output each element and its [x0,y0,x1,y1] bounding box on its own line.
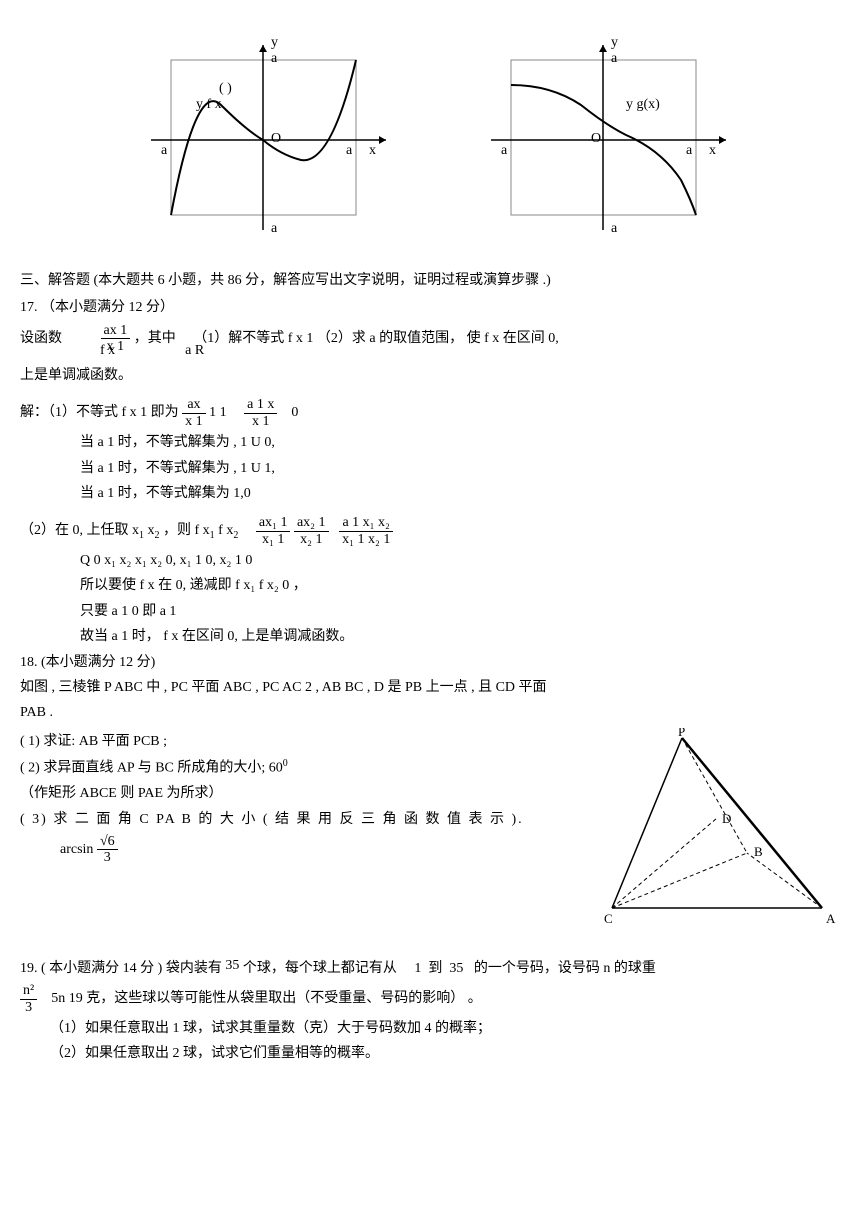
q18-diagram: P D B C A [582,728,842,928]
bottom-a-label: a [271,218,277,240]
q18-p2-text: ( 2) 求异面直线 AP 与 BC 所成角的大小; 60 [20,761,283,776]
q17-p2-sub2: 2 [155,530,160,541]
q17-sol-frac1: ax x 1 [182,397,206,429]
q19-title-post: 的一个号码，设号码 n 的球重 [474,961,656,976]
q17-p2-frac3: a 1 x₁ x₂ x₁ 1 x₂ 1 [339,515,393,547]
q17-p2-frac2: ax₂ 1 x₂ 1 [294,515,329,547]
section3-header: 三、解答题 (本大题共 6 小题，共 86 分，解答应写出文字说明，证明过程或演… [20,270,842,292]
q17-p2-frac2-den: x₂ 1 [294,532,329,547]
q18-line1: 如图 , 三棱锥 P ABC 中 , PC 平面 ABC , PC AC 2 ,… [20,677,842,699]
q19-num-35: 35 [225,958,239,973]
q18-part1: ( 1) 求证: AB 平面 PCB ; [20,731,562,753]
q18-p3-frac: √6 3 [97,834,118,866]
svg-text:A: A [826,911,836,926]
q17-sol-case2: 当 a 1 时，不等式解集为 , 1 U 1, [20,458,842,480]
q19-num-35b: 35 [449,961,463,976]
svg-text:B: B [754,844,763,859]
right-graph: y a O a a x a y g(x) [461,30,741,250]
q17-part2-line4: 只要 a 1 0 即 a 1 [20,601,842,623]
q19-35-frac: 35 [225,958,239,973]
q18-part3-text: ( 3) 求 二 面 角 C PA B 的 大 小 ( 结 果 用 反 三 角 … [20,809,562,831]
q18-line2: PAB . [20,702,842,724]
q17-p2-post: ，则 f x [163,523,210,538]
q18-geometry-section: ( 1) 求证: AB 平面 PCB ; ( 2) 求异面直线 AP 与 BC … [20,728,842,928]
bottom-a-label: a [611,218,617,240]
q17-part2-line2: Q 0 x₁ x₂ x₁ x₂ 0, x₁ 1 0, x₂ 1 0 [20,550,842,572]
q18-part2-line2: （作矩形 ABCE 则 PAE 为所求） [20,783,562,805]
q18-text: ( 1) 求证: AB 平面 PCB ; ( 2) 求异面直线 AP 与 BC … [20,728,562,869]
q18-part2-line1: ( 2) 求异面直线 AP 与 BC 所成角的大小; 600 [20,756,562,780]
graph-row: y a O a a x a ( ) y f x y a O a a x a y … [20,30,842,250]
q17-frac1-num: ax 1 [101,323,131,339]
left-a-label: a [501,140,507,162]
q19-frac-num: n² [20,983,37,999]
svg-text:C: C [604,911,613,926]
q19-frac: n² 3 [20,983,37,1015]
q17-sol-frac2: a 1 x x 1 [244,397,277,429]
q18-p3-frac-num: √6 [97,834,118,850]
svg-text:P: P [678,728,685,739]
q17-sol-frac1-den: x 1 [182,414,206,429]
q17-sol-frac1-num: ax [182,397,206,413]
q17-p2-frac1: ax₁ 1 x₁ 1 [256,515,291,547]
q17-sol-case3: 当 a 1 时，不等式解集为 1,0 [20,483,842,505]
top-a-label: a [271,48,277,70]
q18-p2-sup: 0 [283,758,288,769]
q17-part2-line3: 所以要使 f x 在 0, 递减即 f x₁ f x₂ 0 ， [20,575,842,597]
q17-line1-pre: 设函数 [20,331,62,346]
q18-title: 18. (本小题满分 12 分) [20,652,842,674]
q17-p2-frac3-num: a 1 x₁ x₂ [339,515,393,531]
q17-p2-frac3-den: x₁ 1 x₂ 1 [339,532,393,547]
left-graph: y a O a a x a ( ) y f x [121,30,401,250]
q17-p2-frac1-num: ax₁ 1 [256,515,291,531]
q17-sol-frac2-den: x 1 [244,414,277,429]
q17-p2-post2: f x [218,523,233,538]
q17-sol-frac2-num: a 1 x [244,397,277,413]
q18-part3-answer: arcsin √6 3 [20,834,562,866]
q17-line2: 上是单调减函数。 [20,365,842,387]
q17-line1-post: （1）解不等式 f x 1 （2）求 a 的取值范围， 使 f x 在区间 0, [193,331,559,346]
q17-sol-line1: 解：（1）不等式 f x 1 即为 ax x 1 1 1 a 1 x x 1 0 [20,397,842,429]
q17-part2-line5: 故当 a 1 时， f x 在区间 0, 上是单调减函数。 [20,626,842,648]
func-label: y f x [196,94,222,116]
q19-frac-den: 3 [20,1000,37,1015]
q17-p2-mid: x [148,523,155,538]
origin-label: O [591,128,601,150]
right-a-label: a [346,140,352,162]
q17-p2-frac1-den: x₁ 1 [256,532,291,547]
q19-num-1: 1 [414,961,421,976]
q17-line1-fx: f x [100,343,115,358]
q17-sol-frac2-after: 0 [291,405,298,420]
right-a-label: a [686,140,692,162]
q19-part2: （2）如果任意取出 2 球，试求它们重量相等的概率。 [20,1043,842,1065]
q17-sol-line1-pre: 解：（1）不等式 f x 1 即为 [20,405,179,420]
q17-p2-sub3: 1 [210,530,215,541]
q17-line1-aR: a R [185,343,204,358]
q19-line2: n² 3 5n 19 克，这些球以等可能性从袋里取出（不受重量、号码的影响） 。 [20,983,842,1015]
top-a-label: a [611,48,617,70]
q18-p3-frac-den: 3 [97,850,118,865]
svg-text:D: D [722,811,731,826]
q17-part2-line1: （2）在 0, 上任取 x1 x2 ，则 f x1 f x2 ax₁ 1 x₁ … [20,515,842,547]
func-label: y g(x) [626,94,660,116]
q17-sol-frac1-after: 1 1 [209,405,227,420]
x-axis-label: x [709,140,716,162]
origin-label: O [271,128,281,150]
q17-p2-sub4: 2 [233,530,238,541]
q17-p2-sub1: 1 [139,530,144,541]
q17-part2-line1-pre: （2）在 0, 上任取 x [20,523,139,538]
left-a-label: a [161,140,167,162]
q17-p2-frac2-num: ax₂ 1 [294,515,329,531]
q19-title-mid: 个球，每个球上都记有从 [243,961,397,976]
q17-sol-case1: 当 a 1 时，不等式解集为 , 1 U 0, [20,432,842,454]
q18-arcsin: arcsin [60,842,93,857]
q17-title: 17. （本小题满分 12 分） [20,297,842,319]
q19-part1: （1）如果任意取出 1 球，试求其重量数（克）大于号码数加 4 的概率； [20,1018,842,1040]
q19-line2-post: 5n 19 克，这些球以等可能性从袋里取出（不受重量、号码的影响） 。 [51,991,482,1006]
q19-title-pre: 19. ( 本小题满分 14 分 ) 袋内装有 [20,961,222,976]
x-axis-label: x [369,140,376,162]
q19-title-line: 19. ( 本小题满分 14 分 ) 袋内装有 35 个球，每个球上都记有从 1… [20,958,842,980]
